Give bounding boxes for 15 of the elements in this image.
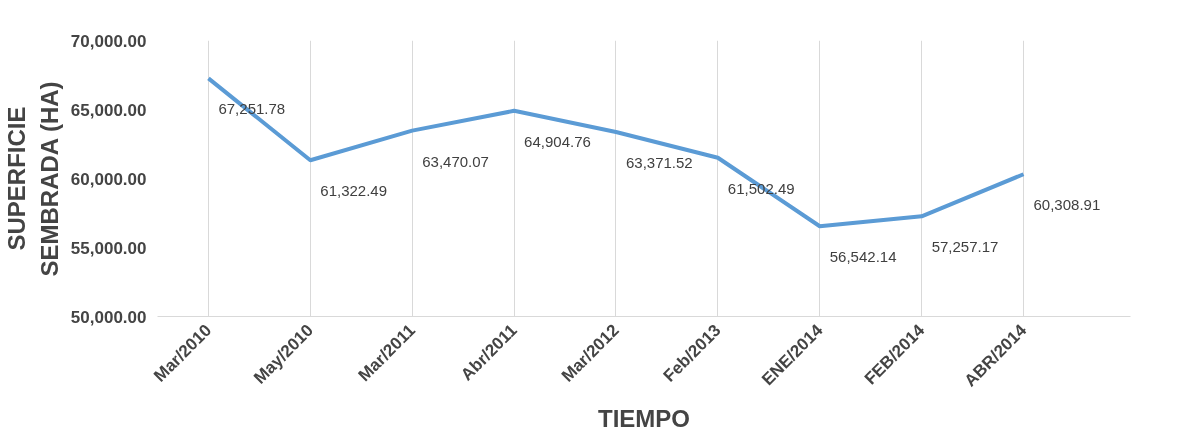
text: 61,322.49 (320, 182, 388, 200)
y-tick-label: 65,000.00 (70, 100, 147, 120)
text: 60,308.91 (1033, 196, 1101, 214)
line-series (206, 76, 1026, 229)
y-tick-label: 55,000.00 (70, 238, 147, 258)
text: 63,371.52 (625, 153, 693, 171)
y-axis-title: SUPERFICIE SEMBRADA (HA) (3, 81, 63, 277)
y-tick-label: 60,000.00 (70, 169, 147, 189)
x-axis-title: TIEMPO (598, 405, 691, 433)
text: 63,470.07 (422, 152, 489, 170)
y-tick-label: 70,000.00 (70, 31, 147, 51)
text: 57,257.17 (931, 238, 999, 256)
y-tick-label: 50,000.00 (70, 307, 147, 327)
text: 56,542.14 (829, 248, 897, 266)
text: 64,904.76 (524, 132, 591, 150)
